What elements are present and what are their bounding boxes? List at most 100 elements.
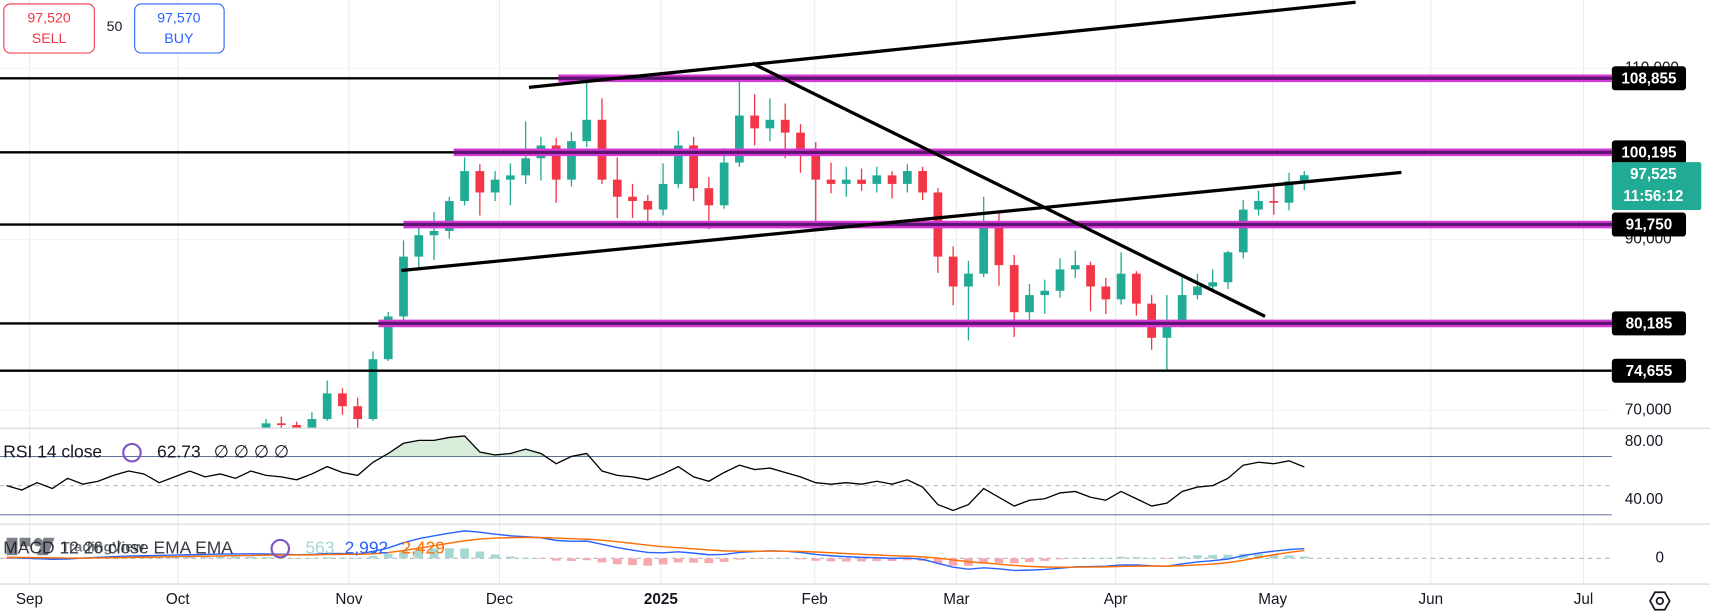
candle-body <box>353 406 363 420</box>
watermark-text: TradingView <box>61 539 145 555</box>
candle-body <box>979 222 989 274</box>
trendlines <box>401 0 1402 318</box>
candle-body <box>582 119 592 142</box>
indicator-value: 563 <box>305 537 334 557</box>
level-label-box <box>1611 66 1687 91</box>
settings-dot[interactable] <box>1655 596 1664 606</box>
macd-histogram-bar <box>735 558 744 560</box>
macd-histogram-bar <box>933 558 943 564</box>
macd-histogram-bar <box>658 558 668 565</box>
candle-body <box>796 132 805 154</box>
indicator-value: 2,992 <box>345 537 389 557</box>
macd-histogram-bar <box>628 558 637 566</box>
macd-histogram-bar <box>1101 557 1111 559</box>
level-label-box <box>1611 358 1687 383</box>
macd-histogram-bar <box>597 558 607 563</box>
logo-part <box>33 537 43 547</box>
candle-body <box>1101 286 1111 300</box>
level-label: 74,655 <box>1626 363 1673 380</box>
macd-histogram-bar <box>582 558 592 561</box>
candle-body <box>475 171 485 193</box>
candle-body <box>1299 175 1309 182</box>
buy-label[interactable]: BUY <box>164 31 194 47</box>
candle-body <box>887 175 897 184</box>
level-label: 80,185 <box>1626 316 1673 333</box>
candle-body <box>918 171 927 193</box>
buy-button[interactable]: 97,570 BUY <box>134 3 225 54</box>
macd-histogram-bar <box>1025 558 1034 563</box>
macd-histogram-bar <box>1299 556 1309 559</box>
candle-body <box>1177 295 1187 325</box>
candle-body <box>872 175 882 184</box>
macd-histogram-bar <box>1162 558 1172 559</box>
candle-body <box>1132 273 1141 304</box>
macd-histogram-bar <box>1055 558 1065 560</box>
macd-histogram-bar <box>1269 554 1279 559</box>
candle-body <box>658 183 668 210</box>
x-tick-label: Jul <box>1574 591 1594 608</box>
macd-histogram-bar <box>1177 556 1187 559</box>
candle-body <box>780 119 790 133</box>
candle-body <box>628 196 637 202</box>
y-tick-label: 70,000 <box>1625 402 1672 419</box>
macd-histogram-bar <box>1223 554 1233 559</box>
candle-body <box>368 359 378 420</box>
sell-button[interactable]: 97,520 SELL <box>3 3 95 54</box>
macd-histogram-bar <box>979 558 989 564</box>
macd-histogram-bar <box>246 556 256 559</box>
sell-box[interactable] <box>3 3 95 54</box>
candle-body <box>673 145 683 184</box>
candle-body <box>964 273 973 287</box>
settings-icon[interactable] <box>1649 591 1671 611</box>
trendline[interactable] <box>751 61 1266 318</box>
macd-histogram-bar <box>857 558 866 562</box>
y-tick-label: 80.00 <box>1625 433 1663 450</box>
candle-body <box>1193 286 1202 296</box>
candle-body <box>1009 265 1019 313</box>
candle-body <box>1070 265 1080 270</box>
candle-body <box>948 256 958 287</box>
candle-body <box>551 145 561 180</box>
candle-body <box>719 162 729 206</box>
candle-body <box>689 145 698 189</box>
macd-histogram-bar <box>567 558 576 561</box>
macd-histogram-bar <box>506 556 515 559</box>
sell-label[interactable]: SELL <box>32 31 67 47</box>
overbought-fill <box>383 435 590 457</box>
indicator-icon[interactable] <box>270 538 291 559</box>
macd-histogram-bar <box>994 558 1004 564</box>
macd-histogram-bar <box>887 558 897 562</box>
candle-body <box>261 423 271 428</box>
candle-body <box>338 393 347 407</box>
indicator-value: 62.73 <box>157 441 201 461</box>
buy-box[interactable] <box>134 3 225 54</box>
watermark: TradingView <box>6 537 145 555</box>
last-price-label: 97,525 <box>1630 166 1677 183</box>
macd-histogram-bar <box>231 556 240 559</box>
grid <box>0 0 1612 584</box>
settings-hex[interactable] <box>1649 591 1671 611</box>
trendline[interactable] <box>528 0 1356 89</box>
candle-body <box>292 425 301 428</box>
macd-histogram-bar <box>307 557 317 559</box>
macd-histogram-bar <box>536 558 546 559</box>
macd-histogram-bar <box>719 558 729 562</box>
x-tick-label: Nov <box>335 591 362 608</box>
x-tick-label: Sep <box>16 591 43 608</box>
indicator-icon[interactable] <box>122 442 142 463</box>
x-tick-label: Mar <box>943 591 969 608</box>
macd-histogram-bar <box>383 553 393 559</box>
macd-histogram-bar <box>2 558 11 559</box>
candle-body <box>277 423 286 426</box>
candle-body <box>460 171 469 202</box>
macd-histogram-bar <box>673 558 683 563</box>
sell-price[interactable]: 97,520 <box>27 10 70 26</box>
candle-body <box>643 201 653 210</box>
buy-price[interactable]: 97,570 <box>157 10 200 26</box>
candle-body <box>1223 252 1233 283</box>
macd-histogram-bar <box>689 558 698 563</box>
trendline[interactable] <box>401 170 1402 273</box>
